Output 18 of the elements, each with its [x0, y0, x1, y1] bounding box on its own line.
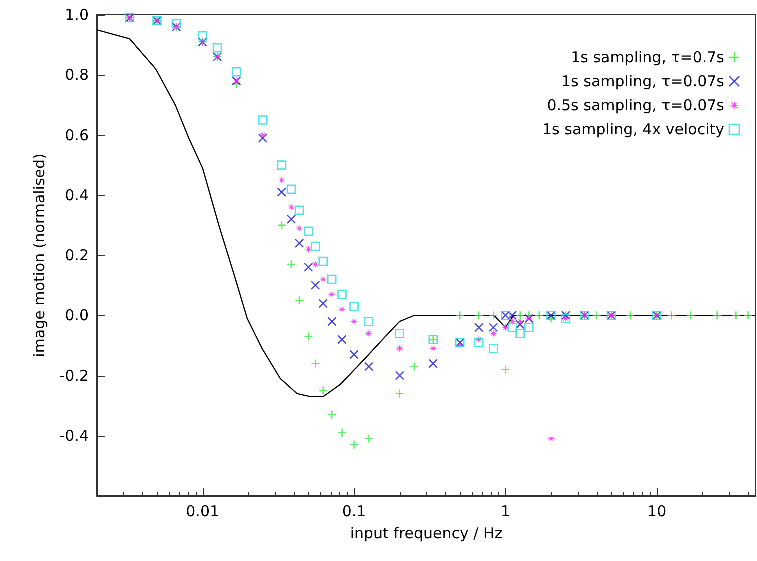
x-tick-label: 10	[648, 502, 667, 520]
y-tick-label: -0.4	[60, 426, 89, 445]
y-tick-label: -0.2	[60, 366, 89, 385]
y-tick-label: 0.0	[65, 306, 89, 325]
legend-label: 1s sampling, τ=0.07s	[562, 72, 725, 90]
x-axis-title: input frequency / Hz	[350, 524, 503, 542]
x-tick-label: 1	[500, 502, 510, 520]
y-tick-label: 1.0	[65, 6, 89, 24]
y-tick-label: 0.2	[65, 246, 89, 264]
y-tick-label: 0.6	[65, 126, 89, 144]
legend-label: 1s sampling, τ=0.7s	[571, 48, 725, 66]
y-tick-label: 0.4	[65, 186, 89, 204]
legend-label: 1s sampling, 4x velocity	[542, 120, 725, 138]
y-tick-label: 0.8	[65, 66, 89, 84]
y-axis-title: image motion (normalised)	[30, 154, 48, 358]
x-tick-label: 0.1	[342, 502, 366, 520]
x-tick-label: 0.01	[186, 502, 220, 520]
legend-label: 0.5s sampling, τ=0.07s	[547, 96, 725, 114]
